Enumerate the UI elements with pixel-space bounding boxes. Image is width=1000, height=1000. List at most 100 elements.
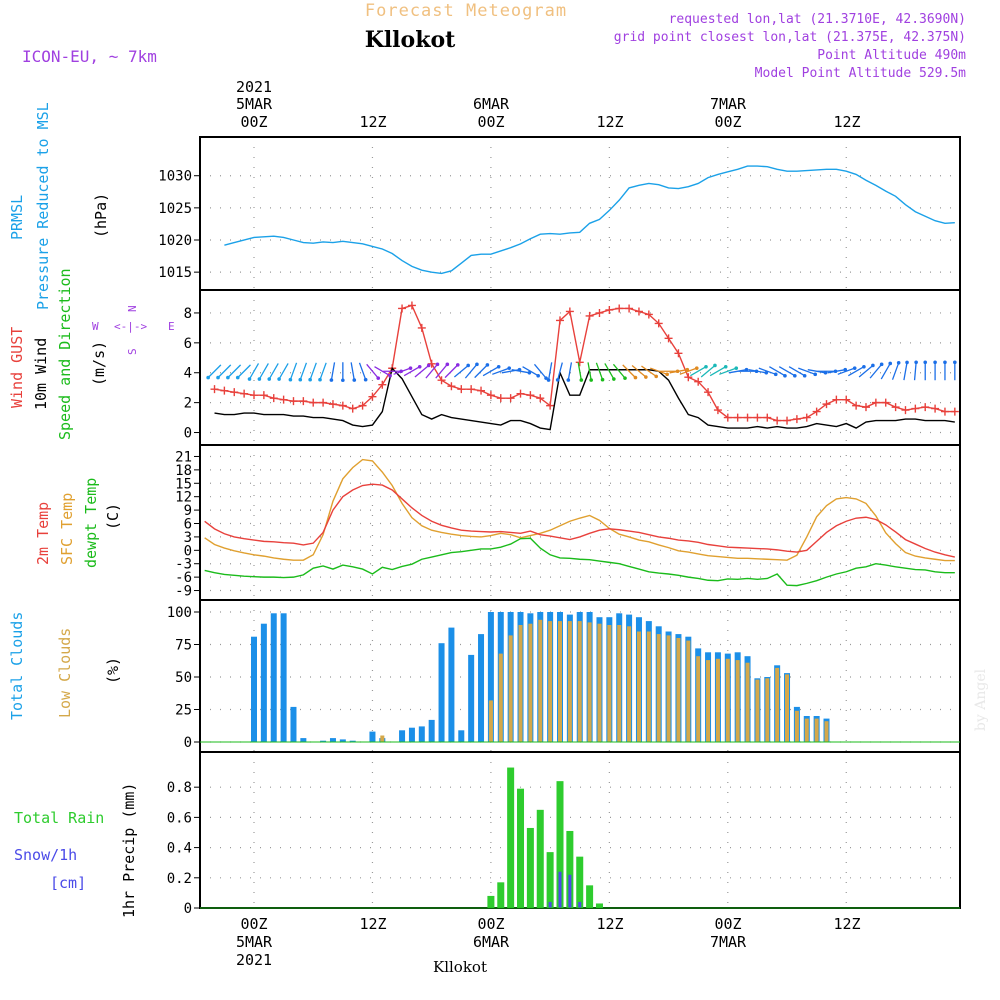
gust-line-marker: [684, 373, 693, 382]
gust-line-marker: [911, 404, 920, 413]
total-cloud-bar: [438, 643, 445, 742]
gust-line-marker: [842, 395, 851, 404]
direction-arrow: [482, 366, 500, 377]
direction-arrow-head: [633, 375, 638, 380]
direction-arrow: [807, 369, 826, 374]
y-tick-label: 0: [184, 901, 192, 917]
gust-label: Wind GUST: [8, 327, 26, 408]
gust-line-marker: [852, 401, 861, 410]
grid-point-coords: grid point closest lon,lat (21.375E, 42.…: [614, 30, 966, 45]
bottom-hour-label: 12Z: [596, 915, 623, 933]
direction-arrow: [679, 367, 697, 375]
gust-line-marker: [783, 416, 792, 425]
temp-unit: (C): [104, 503, 122, 530]
bottom-hour-label: 00Z: [714, 915, 741, 933]
point-altitude: Point Altitude 490m: [817, 48, 966, 63]
direction-arrow-head: [764, 371, 769, 375]
direction-arrow: [758, 367, 776, 375]
direction-arrow: [557, 362, 563, 381]
direction-arrow: [798, 367, 816, 375]
direction-arrow-head: [704, 364, 708, 369]
bottom-date-label: 5MAR: [236, 933, 273, 951]
requested-coords: requested lon,lat (21.3710E, 42.3690N): [669, 12, 966, 27]
y-tick-label: 0: [184, 426, 192, 442]
direction-arrow-head: [923, 360, 928, 365]
y-tick-label: 9: [184, 503, 192, 519]
direction-arrow-head: [623, 376, 627, 380]
low-cloud-bar: [775, 667, 780, 742]
direction-arrow: [425, 363, 438, 379]
y-tick-label: 1025: [158, 201, 192, 217]
low-cloud-bar: [617, 625, 622, 742]
top-date-label: 5MAR: [236, 95, 273, 113]
direction-arrow-head: [579, 378, 584, 382]
y-tick-label: -6: [175, 570, 192, 586]
direction-arrow: [289, 362, 298, 380]
gust-line-marker: [457, 385, 466, 394]
direction-arrow: [522, 366, 539, 377]
direction-arrow: [374, 366, 391, 377]
direction-arrow-head: [507, 366, 512, 370]
bottom-hour-label: 12Z: [833, 915, 860, 933]
gust-line-marker: [861, 403, 870, 412]
direction-arrow-head: [277, 377, 281, 381]
low-cloud-bar: [627, 626, 632, 742]
direction-arrow-head: [823, 371, 828, 375]
low-cloud-bar: [794, 710, 799, 742]
direction-arrow-head: [644, 375, 648, 379]
y-tick-label: 3: [184, 530, 192, 546]
y-tick-label: 15: [175, 476, 192, 492]
direction-arrow: [444, 364, 459, 379]
y-tick-label: 0: [184, 735, 192, 751]
chart-title: Forecast Meteogram: [365, 1, 567, 21]
low-cloud-bar: [518, 625, 523, 742]
direction-arrow-head: [879, 362, 884, 367]
gust-line-marker: [773, 416, 782, 425]
direction-arrow: [595, 362, 604, 380]
model-label: ICON-EU, ~ 7km: [22, 47, 157, 66]
direction-arrow: [700, 364, 716, 378]
direction-arrow-head: [612, 377, 616, 381]
y-tick-label: 100: [167, 605, 192, 621]
direction-arrow-head: [235, 375, 240, 380]
direction-arrow: [858, 364, 874, 378]
low-cloud-bar: [488, 700, 493, 742]
top-hour-label: 00Z: [714, 113, 741, 131]
direction-arrow: [669, 369, 688, 374]
y-tick-label: 8: [184, 306, 192, 322]
direction-arrow-head: [555, 378, 560, 382]
total-cloud-bar: [300, 738, 307, 742]
direction-arrow-head: [363, 377, 368, 382]
total-cloud-bar: [339, 739, 346, 742]
rain-bar: [526, 827, 534, 908]
direction-arrow-head: [247, 377, 252, 381]
direction-arrow-head: [288, 377, 293, 382]
direction-arrow-head: [267, 377, 272, 381]
low-cloud-bar: [666, 635, 671, 742]
direction-arrow-head: [426, 363, 431, 368]
low-cloud-bar: [380, 735, 385, 742]
direction-arrow-head: [298, 377, 303, 382]
direction-arrow: [435, 363, 448, 379]
direction-arrow-head: [773, 372, 778, 377]
direction-arrow: [393, 367, 411, 375]
rain-bar: [586, 885, 594, 908]
direction-arrow: [207, 364, 222, 379]
direction-arrow: [453, 364, 469, 378]
direction-arrow-head: [843, 367, 848, 372]
direction-arrow-head: [589, 378, 593, 382]
low-cloud-bar: [676, 638, 681, 742]
gust-line-marker: [575, 358, 584, 367]
gust-line-marker: [881, 398, 890, 407]
low-cloud-bar: [706, 660, 711, 742]
gust-line-marker: [328, 400, 337, 409]
gust-line-marker: [486, 391, 495, 400]
low-cloud-bar: [597, 623, 602, 742]
sfc-temp-label: SFC Temp: [58, 493, 76, 565]
direction-arrow: [278, 363, 289, 380]
wind-line: [214, 366, 955, 431]
direction-arrow-head: [544, 376, 548, 380]
direction-arrow: [547, 362, 553, 381]
gust-line-marker: [348, 404, 357, 413]
